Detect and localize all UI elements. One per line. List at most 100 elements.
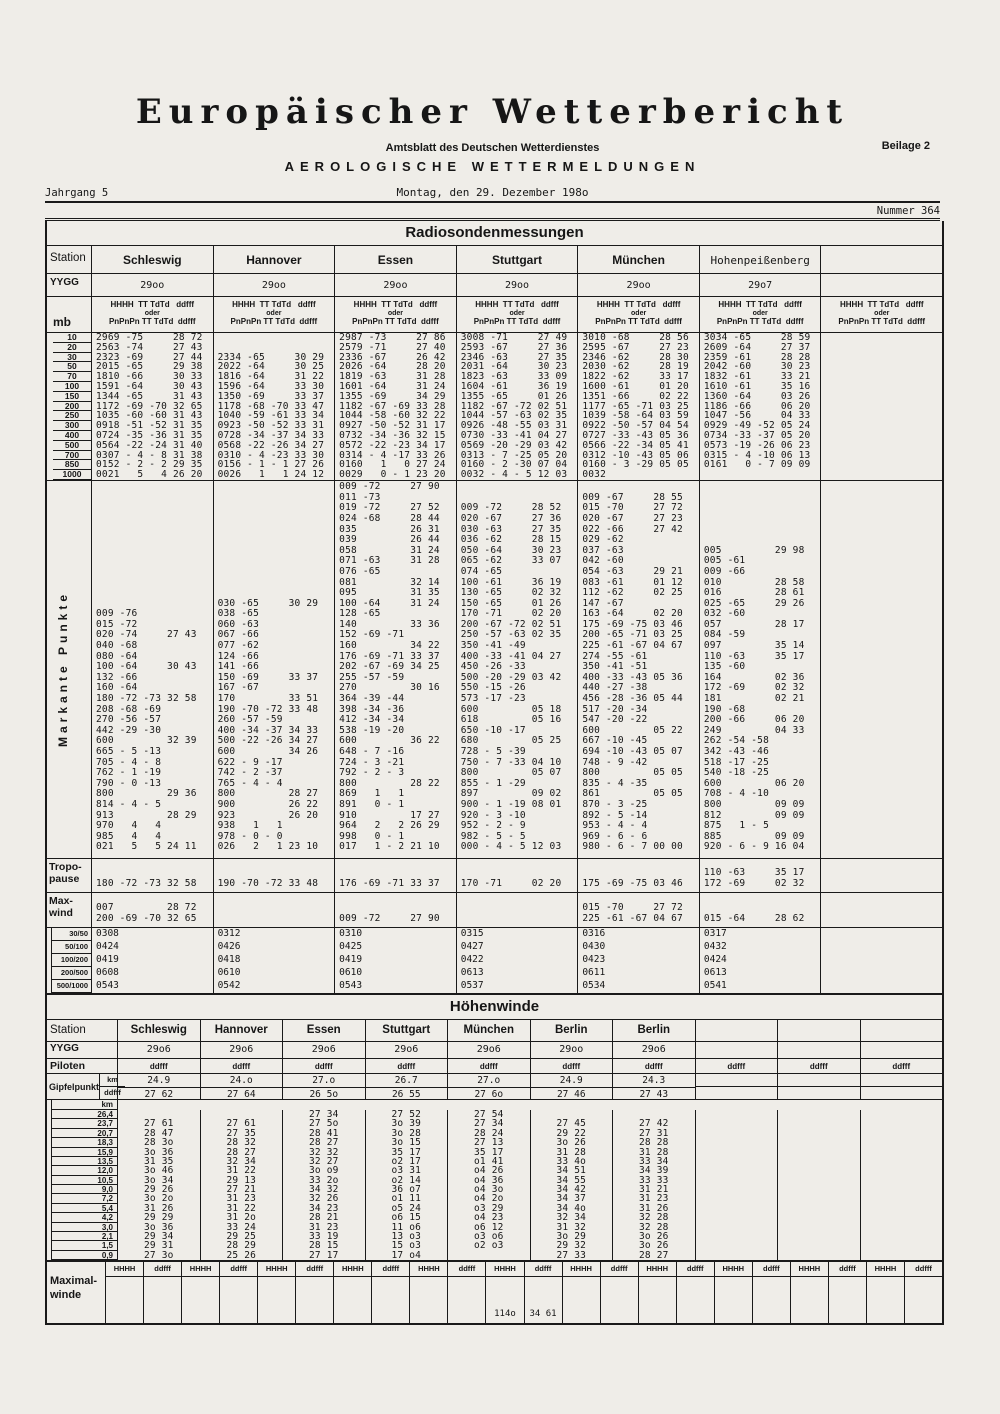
wind-data-cell: 27 33	[529, 1250, 613, 1261]
mb-value: 500	[53, 440, 91, 451]
mb-box: 20	[47, 342, 91, 353]
wind-data-cell: 27 31	[612, 1128, 695, 1139]
shear-row: 500/1000 0543 0542 0543 0537 0534 0541	[47, 979, 942, 993]
yygg-cell: 29oo	[455, 274, 578, 296]
markante-line: 152 -69 -71	[339, 629, 405, 641]
markante-line: 953 - 4 - 4	[582, 820, 648, 832]
shear-data-cell: 0419	[334, 953, 456, 967]
shear-row: 50/100 0424 0426 0425 0427 0430 0432	[47, 940, 942, 954]
km-value: 0,9	[51, 1250, 117, 1261]
level-data-cell	[820, 372, 942, 382]
wind-data-cell	[777, 1138, 860, 1148]
pressure-level-row: 10 2969 -75 28 72 2987 -73 27 86 3008 -7…	[47, 332, 942, 343]
markante-line: 017 1 - 2 21 10	[339, 841, 440, 853]
markante-line: 618 05 16	[460, 714, 562, 726]
wind-data-cell: 31 26	[117, 1203, 200, 1214]
gipfelpunkt-km-value	[695, 1074, 777, 1087]
km-header-row: km	[47, 1099, 942, 1110]
wind-data-cell	[694, 1175, 778, 1186]
markante-line: 060 -63	[217, 618, 260, 630]
level-data-cell: 1810 -66 30 33	[91, 372, 213, 382]
markante-line: 042 -60	[582, 555, 624, 567]
mb-word: mb	[53, 315, 71, 329]
wind-data-cell	[694, 1213, 778, 1223]
wind-data-cell	[694, 1147, 778, 1157]
level-data-cell	[820, 391, 942, 402]
wind-data-cell: 34 51	[529, 1166, 613, 1176]
wind-data-cell: 33 4o	[529, 1156, 613, 1167]
mb-value: 50	[53, 362, 91, 373]
markante-line: 800 05 05	[582, 767, 683, 779]
markante-cell: 030 -65 30 29 038 -65 060 -63 067 -66 07…	[212, 480, 335, 858]
markante-line: 030 -65 30 29	[217, 597, 319, 609]
level-data-cell: 1182 -67 -72 02 51	[455, 401, 578, 412]
markante-line: 020 -67 27 23	[582, 512, 683, 524]
level-data-cell: 1822 -62 33 17	[577, 372, 699, 382]
wind-data-cell	[117, 1109, 200, 1120]
markante-line: 855 - 1 -29	[460, 777, 526, 789]
level-cells: 0564 -22 -24 31 40 0568 -22 -26 34 27 05…	[91, 440, 942, 451]
wind-data-cell	[199, 1109, 283, 1120]
wind-data-cell: 27 34	[282, 1109, 365, 1120]
maxwind-cell	[212, 892, 335, 927]
markante-lines: 005 29 98 005 -61 009 -66 010 28 58 016 …	[700, 481, 821, 858]
wind-data-cell: o5 24	[364, 1203, 448, 1214]
markante-line: 550 -15 -26	[460, 682, 526, 694]
ddfff-value	[675, 1277, 714, 1324]
maxwind-cell	[455, 892, 578, 927]
markante-line: 680 05 25	[460, 735, 562, 747]
station-name-cell: Essen	[334, 246, 456, 273]
pressure-level-row: 30 2323 -69 27 44 2334 -65 30 29 2336 -6…	[47, 352, 942, 363]
hw-ddfff-header: ddfff	[612, 1058, 695, 1073]
shear-cells: 0608 0610 0610 0613 0611 0613	[91, 966, 942, 980]
maximalwinde-header-pair: HHHH ddfff	[561, 1262, 638, 1277]
gipfelpunkt-cell	[777, 1073, 860, 1099]
level-data-cell: 0021 5 4 26 20	[91, 470, 213, 480]
wind-data-cell	[859, 1241, 943, 1251]
maximalwinde-header-pair: HHHH ddfff	[865, 1262, 942, 1277]
maximalwinde-header-pair: HHHH ddfff	[409, 1262, 485, 1277]
wind-data-cell: 32 34	[529, 1213, 613, 1223]
hoehenwinde-title: Höhenwinde	[47, 995, 942, 1020]
wind-data-cell: 36 o7	[364, 1185, 448, 1195]
hhhh-header: HHHH	[561, 1262, 600, 1277]
wind-cells: 29 34 29 25 33 19 13 o3 o3 o6 3o 29 3o 2…	[117, 1232, 942, 1242]
shear-row: 200/500 0608 0610 0610 0613 0611 0613	[47, 966, 942, 980]
markante-line: 260 -57 -59	[217, 714, 283, 726]
hw-wind-row: 7,2 3o 2o 31 23 32 26 o1 11 o4 2o 34 37 …	[47, 1194, 942, 1204]
markante-line: 202 -67 -69 34 25	[339, 661, 440, 673]
station-name-cell	[820, 246, 942, 273]
tropopause-line: 180 -72 -73 32 58	[96, 877, 197, 889]
level-cells: 1810 -66 30 33 1816 -64 31 22 1819 -63 3…	[91, 372, 942, 382]
shear-data-cell: 0543	[334, 979, 456, 993]
markante-line: 952 - 2 - 9	[460, 820, 526, 832]
markante-line: 015 -72	[96, 618, 138, 630]
level-cells: 0918 -51 -52 31 35 0923 -50 -52 33 31 09…	[91, 421, 942, 431]
shear-data-cell: 0432	[698, 940, 821, 954]
gipfelpunkt-ddfff-value: 27 46	[556, 1088, 586, 1099]
markante-line: 200 -67 -72 02 51	[460, 618, 562, 630]
markante-line: 748 - 9 -42	[582, 756, 648, 768]
ddfff-value	[219, 1277, 257, 1324]
level-data-cell: 2346 -63 27 35	[455, 352, 578, 363]
subheader-oder: oder	[509, 310, 525, 317]
hw-station-name	[859, 1019, 943, 1041]
level-data-cell: 1172 -69 -70 32 65	[91, 401, 213, 412]
markante-line: 190 -70 -72 33 48	[217, 703, 319, 715]
wind-data-cell: 33 34	[612, 1156, 695, 1167]
markante-line: 225 -61 -67 04 67	[582, 640, 683, 652]
maximalwinde-headers: HHHH ddfff HHHH ddfff HHHH ddfff HH	[105, 1262, 942, 1278]
hw-wind-row: 20,7 28 47 27 35 28 41 3o 28 28 24 29 22…	[47, 1128, 942, 1139]
wind-data-cell: 29 22	[529, 1128, 613, 1139]
level-data-cell	[820, 401, 942, 412]
maximalwinde-value-pair	[789, 1277, 866, 1324]
level-cells: 2969 -75 28 72 2987 -73 27 86 3008 -71 2…	[91, 333, 942, 343]
shear-data-cell	[820, 940, 942, 954]
markante-line: 024 -68 28 44	[339, 512, 440, 524]
shear-data-cell: 0312	[212, 927, 335, 941]
level-cells: 0307 - 4 - 8 31 38 0310 - 4 -23 33 30 03…	[91, 450, 942, 461]
markante-line: 058 31 24	[339, 544, 440, 556]
level-cells: 2563 -74 27 43 2579 -71 27 40 2593 -67 2…	[91, 342, 942, 353]
radiosonde-title: Radiosondenmessungen	[47, 221, 942, 246]
level-data-cell: 0160 - 2 -30 07 04	[455, 460, 578, 471]
